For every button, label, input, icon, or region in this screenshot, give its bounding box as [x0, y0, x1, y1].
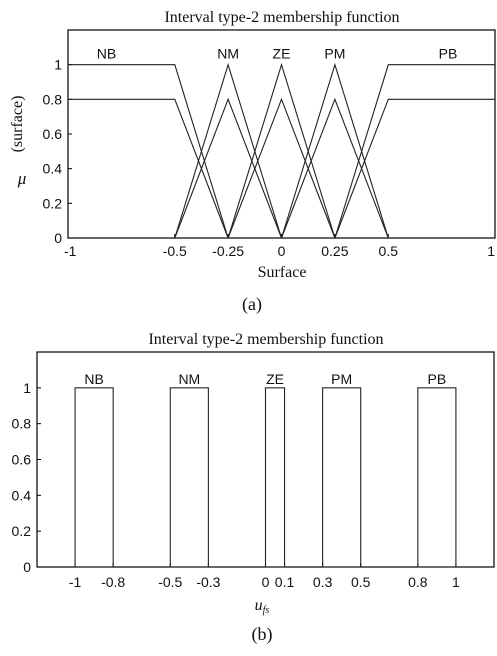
series-pb-lower-line: [334, 98, 495, 239]
bar-pb-label: PB: [428, 371, 447, 387]
chart-a-x-tick-label: -0.25: [212, 243, 244, 259]
chart-a-x-tick-label: -0.5: [163, 243, 187, 259]
chart-b-x-label: ufs: [255, 597, 270, 616]
chart-b-x-tick-label: 0.8: [408, 574, 428, 590]
chart-a-x-tick-label: -1: [64, 243, 77, 259]
chart-b-y-tick-label: 0.8: [12, 416, 32, 432]
chart-b-x-tick-label: 0: [262, 574, 270, 590]
chart-b-x-tick-label: 0.3: [313, 574, 333, 590]
chart-a-y-tick-label: 1: [54, 57, 62, 73]
chart-a-panel-label: (a): [242, 294, 262, 315]
chart-b-y-tick-label: 1: [23, 380, 31, 396]
bar-ze: [264, 387, 286, 568]
series-pb-label: PB: [439, 46, 458, 62]
bar-nm-label: NM: [178, 371, 200, 387]
series-ze-lower-line: [227, 97, 336, 239]
chart-b-title: Interval type-2 membership function: [148, 331, 383, 348]
chart-a-x-tick-label: 0.5: [379, 243, 399, 259]
series-pb-upper-line: [334, 64, 495, 239]
chart-a-x-label: Surface: [258, 264, 307, 281]
chart-a-y-ticks: 0 0.2 0.4 0.6 0.8 1: [43, 57, 72, 246]
bar-pb: [417, 387, 457, 568]
chart-a-y-label: (surface): [9, 96, 26, 153]
bar-pm-label: PM: [331, 371, 352, 387]
chart-b-x-tick-label: -1: [69, 574, 82, 590]
bar-pm: [322, 387, 362, 568]
chart-b-x-tick-label: 0.1: [275, 574, 295, 590]
chart-a-y-tick-label: 0.4: [43, 161, 63, 177]
series-nb-label: NB: [97, 46, 116, 62]
chart-a-series: NB NM ZE PM PB: [68, 46, 495, 239]
chart-b-x-tick-label: -0.8: [101, 574, 125, 590]
chart-a-y-tick-label: 0.2: [43, 195, 63, 211]
series-nm-upper-line: [174, 62, 283, 239]
chart-b-panel-label: (b): [252, 624, 273, 645]
chart-a-x-tick-label: 0.25: [321, 243, 348, 259]
bar-nm: [169, 387, 209, 568]
panel-a: Interval type-2 membership function 0 0.2…: [9, 9, 496, 315]
chart-a-y-tick-label: 0.8: [43, 91, 63, 107]
chart-b-y-tick-label: 0.4: [12, 487, 32, 503]
chart-b-x-tick-label: 0.5: [351, 574, 371, 590]
chart-b-series: NB NM ZE PM PB: [74, 371, 457, 568]
chart-a-x-tick-label: 0: [278, 243, 286, 259]
chart-b-x-ticks: -1 -0.8 -0.5 -0.3 0 0.1 0.3 0.5 0.8 1: [69, 563, 460, 590]
series-pm-upper-line: [280, 62, 389, 239]
series-nm-lower-line: [174, 97, 283, 239]
panel-b: Interval type-2 membership function 0 0.2…: [12, 331, 495, 645]
series-pm-label: PM: [324, 46, 345, 62]
series-ze-label: ZE: [273, 46, 291, 62]
series-nb-lower-line: [68, 98, 229, 239]
chart-b-y-tick-label: 0.2: [12, 523, 32, 539]
chart-b-y-ticks: 0 0.2 0.4 0.6 0.8 1: [12, 380, 41, 575]
chart-a-title: Interval type-2 membership function: [164, 9, 399, 26]
chart-b-y-tick-label: 0.6: [12, 452, 32, 468]
series-nb-upper-line: [68, 64, 229, 239]
series-nm-label: NM: [217, 46, 239, 62]
chart-b-y-tick-label: 0: [23, 559, 31, 575]
chart-a-x-tick-label: 1: [487, 243, 495, 259]
chart-b-x-tick-label: -0.3: [196, 574, 220, 590]
bar-nb-label: NB: [84, 371, 103, 387]
chart-a-y-tick-label: 0: [54, 230, 62, 246]
series-ze-upper-line: [227, 62, 336, 239]
chart-a-y-tick-label: 0.6: [43, 126, 63, 142]
chart-a-y-symbol: μ: [17, 169, 27, 188]
chart-b-x-tick-label: 1: [452, 574, 460, 590]
bar-nb: [74, 387, 114, 568]
bar-ze-label: ZE: [266, 371, 284, 387]
series-pm-lower-line: [280, 97, 389, 239]
chart-b-x-tick-label: -0.5: [158, 574, 182, 590]
